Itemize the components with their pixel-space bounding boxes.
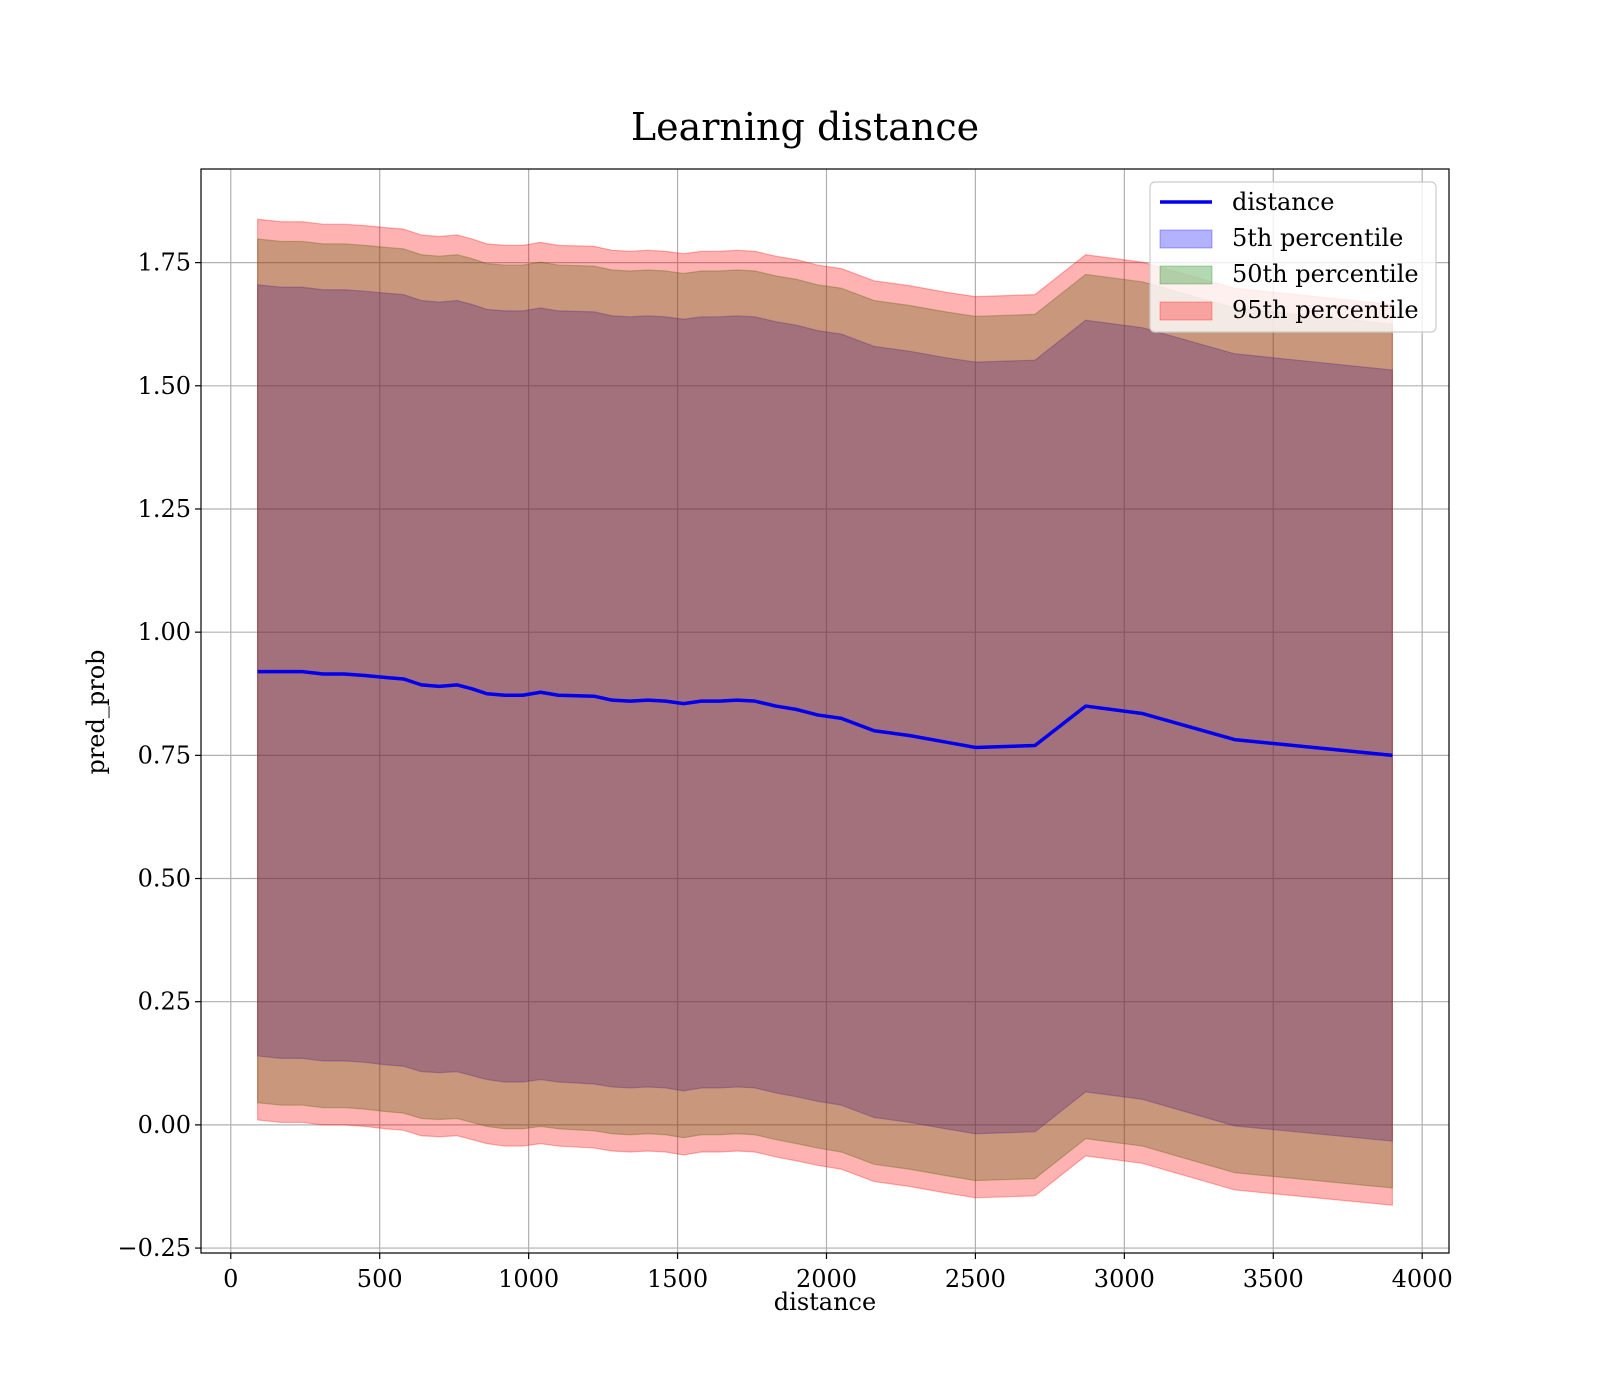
legend: distance 5th percentile 50th percentile 95t… xyxy=(1149,181,1437,333)
y-tick-label: 1.50 xyxy=(138,372,191,400)
x-tick-label: 2500 xyxy=(945,1265,1006,1293)
band-95th-percentile xyxy=(256,218,1394,1206)
y-tick-label: 0.00 xyxy=(138,1111,191,1139)
y-tick-label: 1.75 xyxy=(138,249,191,277)
legend-box xyxy=(1149,181,1437,333)
legend-label-5th-percentile: 5th percentile xyxy=(1232,224,1403,252)
x-tick-label: 1500 xyxy=(647,1265,708,1293)
x-tick-label: 3500 xyxy=(1243,1265,1304,1293)
series-lines xyxy=(257,669,1393,758)
axes-frame xyxy=(200,168,1450,1254)
x-tick-label: 1000 xyxy=(498,1265,559,1293)
y-tick-label: 0.75 xyxy=(138,741,191,769)
x-tick-label: 4000 xyxy=(1392,1265,1453,1293)
y-tick-label: 0.25 xyxy=(138,988,191,1016)
x-tick-label: 3000 xyxy=(1094,1265,1155,1293)
legend-swatch-5th-percentile xyxy=(1159,229,1213,249)
y-tick-label: −0.25 xyxy=(117,1234,191,1262)
chart-title: Learning distance xyxy=(631,105,979,149)
y-axis-label: pred_prob xyxy=(82,649,110,774)
line-distance xyxy=(257,669,1393,758)
legend-swatch-95th-percentile xyxy=(1159,301,1213,321)
band-5th-percentile xyxy=(256,284,1394,1142)
y-tick-label: 1.25 xyxy=(138,495,191,523)
legend-label-95th-percentile: 95th percentile xyxy=(1232,296,1419,324)
x-tick-label: 2000 xyxy=(796,1265,857,1293)
legend-swatch-50th-percentile xyxy=(1159,265,1213,285)
band-50th-percentile xyxy=(256,238,1394,1189)
x-axis-label: distance xyxy=(774,1288,876,1316)
grid xyxy=(201,169,1449,1253)
x-tick-label: 0 xyxy=(223,1265,238,1293)
legend-label-50th-percentile: 50th percentile xyxy=(1232,260,1419,288)
y-axis-ticks: −0.25 0.00 0.25 0.50 0.75 1.00 1.25 1.50 1.75 xyxy=(117,249,201,1262)
x-axis-ticks: 0 500 1000 1500 2000 2500 3000 3500 4000 xyxy=(223,1253,1453,1293)
legend-label-distance: distance xyxy=(1232,188,1334,216)
y-tick-label: 0.50 xyxy=(138,865,191,893)
x-tick-label: 500 xyxy=(357,1265,403,1293)
percentile-bands xyxy=(256,218,1394,1206)
y-tick-label: 1.00 xyxy=(138,618,191,646)
